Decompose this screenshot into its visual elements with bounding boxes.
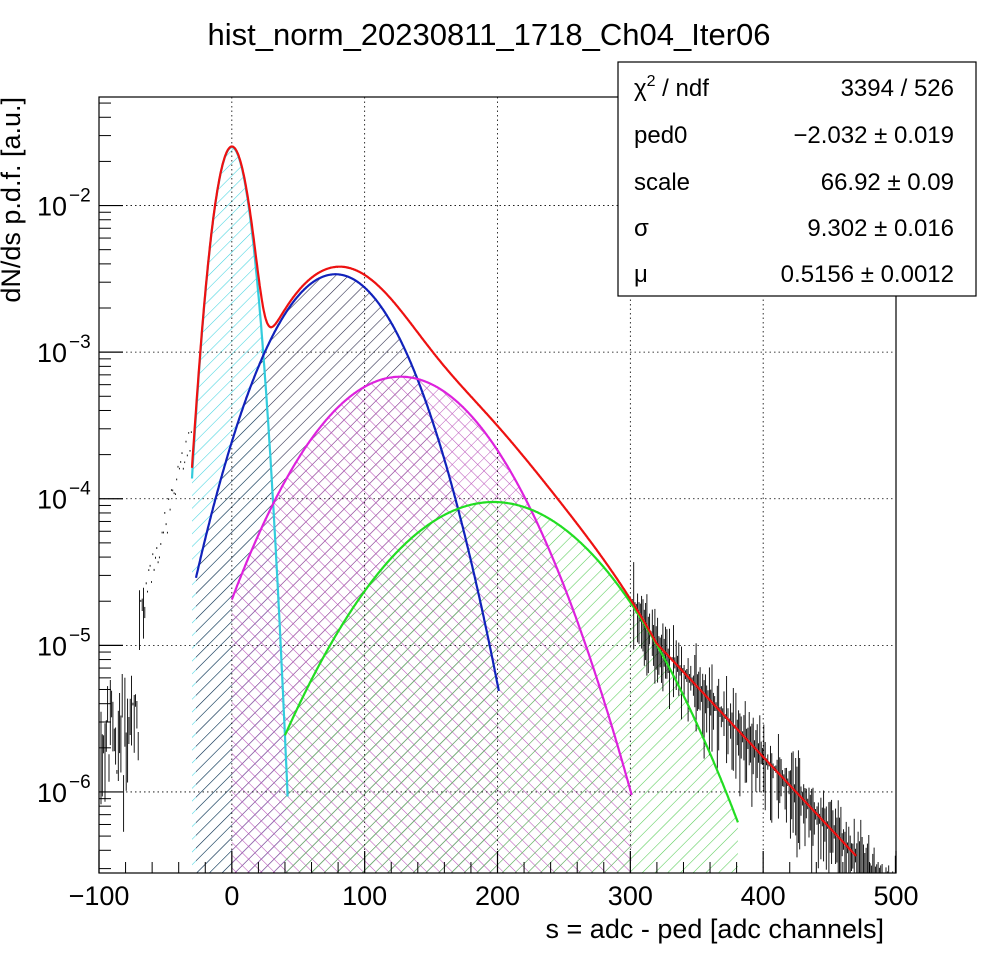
x-axis-label: s = adc - ped [adc channels] xyxy=(546,914,884,944)
stats-row-value: 0.5156 ± 0.0012 xyxy=(781,261,954,288)
x-tick-label: 0 xyxy=(224,881,239,911)
total-fit-curve xyxy=(190,145,857,857)
fit-stats-box: χ2 / ndf 3394 / 526 ped0 −2.032 ± 0.019 scal… xyxy=(617,61,977,297)
y-tick-exponent: −6 xyxy=(69,772,91,793)
y-tick-label: 10 xyxy=(37,485,67,515)
grid-lines xyxy=(99,97,896,873)
x-tick-label: −100 xyxy=(69,881,130,911)
y-tick-label: 10 xyxy=(37,778,67,808)
component-curve-3pe xyxy=(283,500,739,823)
stats-row-label: ped0 xyxy=(634,122,687,149)
x-tick-label: 200 xyxy=(475,881,520,911)
x-tick-label: 100 xyxy=(342,881,387,911)
y-tick-label: 10 xyxy=(37,631,67,661)
y-tick-exponent: −5 xyxy=(69,625,91,646)
fit-curves xyxy=(190,145,857,857)
x-tick-label: 400 xyxy=(741,881,786,911)
stats-row-label: μ xyxy=(634,261,648,288)
y-axis-label: dN/ds p.d.f. [a.u.] xyxy=(0,97,26,303)
stats-row-label: scale xyxy=(634,169,690,196)
x-tick-label: 300 xyxy=(608,881,653,911)
stats-box-frame xyxy=(617,61,977,297)
stats-row-value: 9.302 ± 0.016 xyxy=(807,215,954,242)
component-curve-1pe xyxy=(194,273,500,692)
x-tick-label: 500 xyxy=(873,881,918,911)
y-tick-exponent: −3 xyxy=(69,332,91,353)
y-tick-label: 10 xyxy=(37,338,67,368)
y-tick-label: 10 xyxy=(37,192,67,222)
stats-row-value: 66.92 ± 0.09 xyxy=(821,169,954,196)
component-curve-2pe xyxy=(230,375,633,796)
chart-title: hist_norm_20230811_1718_Ch04_Iter06 xyxy=(207,17,770,52)
stats-row-label: σ xyxy=(634,215,649,242)
stats-row-value: 3394 / 526 xyxy=(841,75,954,102)
stats-row-value: −2.032 ± 0.019 xyxy=(793,122,954,149)
stats-row-label: χ2 / ndf xyxy=(634,73,709,102)
y-tick-exponent: −4 xyxy=(69,479,91,500)
y-tick-exponent: −2 xyxy=(69,186,91,207)
